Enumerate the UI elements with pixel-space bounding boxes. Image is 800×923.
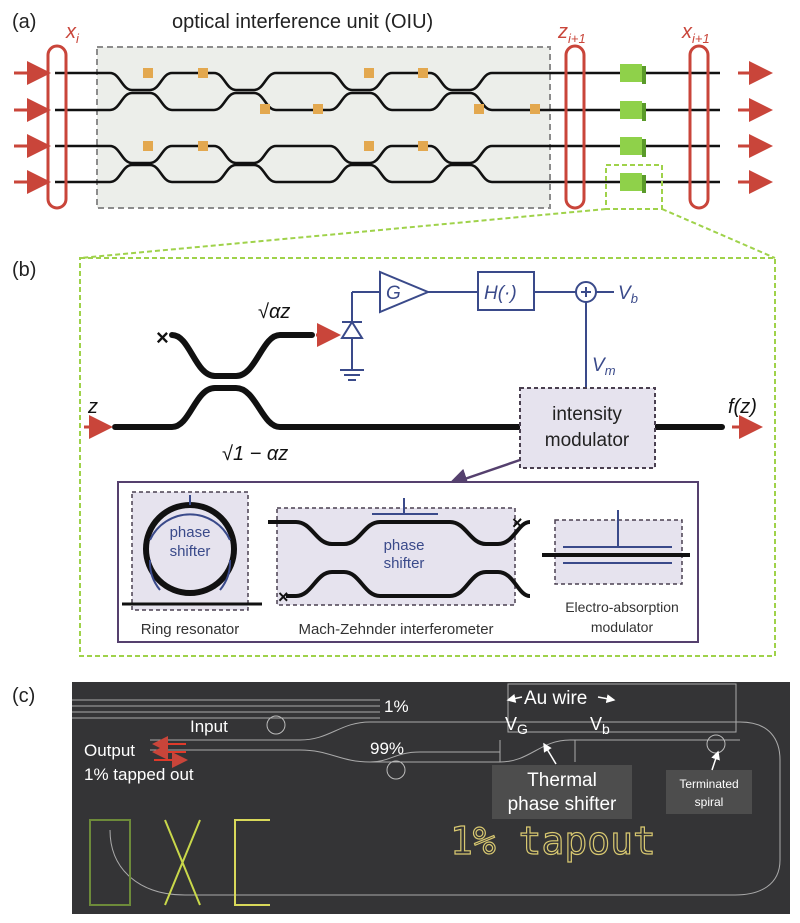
mzi-icon bbox=[268, 520, 531, 598]
terminated-label-2: spiral bbox=[695, 795, 724, 809]
vb-chip-label: Vb bbox=[590, 714, 610, 737]
input-z-label: z bbox=[87, 396, 98, 418]
mzi-x-top: × bbox=[512, 513, 523, 533]
input-spiral bbox=[266, 715, 286, 735]
terminated-x: × bbox=[156, 325, 169, 350]
amp-label: G bbox=[386, 283, 401, 304]
intensity-modulator-box bbox=[519, 387, 656, 469]
modulator-pointer bbox=[447, 458, 521, 488]
mzi-label: Mach-Zehnder interferometer bbox=[298, 621, 493, 638]
nonlinearity-blocks bbox=[620, 64, 646, 193]
zoom-line-right bbox=[661, 208, 776, 259]
thermal-label-bg bbox=[492, 765, 632, 819]
ring-phase-1: phase bbox=[170, 524, 211, 541]
ring-phase-2: shifter bbox=[170, 543, 211, 560]
terminated-label-bg bbox=[666, 770, 752, 814]
panel-c-label: (c) bbox=[12, 685, 35, 707]
oiu-title: optical interference unit (OIU) bbox=[172, 11, 433, 33]
vm-label: Vm bbox=[592, 355, 616, 378]
ninety-nine-label: 99% bbox=[370, 739, 404, 758]
x-next-label: xi+1 bbox=[681, 21, 710, 46]
panel-b-label: (b) bbox=[12, 259, 36, 281]
modulator-line1: intensity bbox=[552, 404, 622, 425]
au-pad bbox=[507, 683, 737, 733]
thermal-label-1: Thermal bbox=[527, 770, 597, 791]
tapped-label: 1% tapped out bbox=[84, 765, 194, 784]
vg-label: VG bbox=[505, 714, 528, 737]
thermal-label-2: phase shifter bbox=[508, 794, 617, 815]
eam-label-2: modulator bbox=[591, 619, 654, 635]
zoom-box-small bbox=[605, 164, 663, 210]
ring-label: Ring resonator bbox=[141, 621, 239, 638]
mzi-x-bottom: × bbox=[278, 587, 289, 607]
z-next-capsule bbox=[564, 44, 586, 210]
vb-label: Vb bbox=[618, 283, 638, 306]
modulator-line2: modulator bbox=[545, 430, 630, 451]
tap-signal-label: √αz bbox=[258, 301, 290, 323]
mzi-mesh bbox=[109, 71, 540, 184]
output-label: Output bbox=[84, 741, 135, 760]
xi-label: xi bbox=[65, 21, 80, 46]
ring-heater bbox=[149, 513, 231, 541]
electronic-circuit bbox=[340, 270, 614, 388]
terminated-label-1: Terminated bbox=[679, 777, 738, 791]
mzi-box bbox=[276, 507, 516, 606]
tap-coupler bbox=[112, 332, 725, 430]
xi-capsule bbox=[46, 44, 68, 210]
z-next-label: zi+1 bbox=[557, 21, 586, 46]
etched-tapout: 1% tapout bbox=[450, 819, 656, 863]
panel-c: (c) 1% tapout Au wire 1% Input 9 bbox=[12, 682, 790, 914]
etched-letters bbox=[89, 819, 270, 906]
filter-label: H(·) bbox=[484, 283, 517, 304]
panel-a: (a) optical interference unit (OIU) bbox=[12, 11, 773, 210]
zoom-line-left bbox=[79, 208, 607, 259]
au-wire-label: Au wire bbox=[524, 688, 587, 709]
panel-b-frame bbox=[79, 257, 776, 657]
eam-label-1: Electro-absorption bbox=[565, 599, 679, 615]
chip-waveguides bbox=[72, 699, 781, 896]
panel-b: (b) × √αz √1 − αz z f(z) bbox=[12, 257, 776, 657]
oiu-box bbox=[96, 46, 551, 209]
one-pct-label: 1% bbox=[384, 697, 409, 716]
through-signal-label: √1 − αz bbox=[222, 443, 288, 465]
x-next-capsule bbox=[688, 44, 710, 210]
output-fz-label: f(z) bbox=[728, 396, 757, 418]
panel-a-label: (a) bbox=[12, 11, 36, 33]
phase-shifters bbox=[143, 68, 540, 151]
input-label: Input bbox=[190, 717, 228, 736]
mzi-phase-2: shifter bbox=[384, 555, 425, 572]
output-arrows bbox=[152, 736, 188, 768]
mzi-phase-1: phase bbox=[384, 537, 425, 554]
